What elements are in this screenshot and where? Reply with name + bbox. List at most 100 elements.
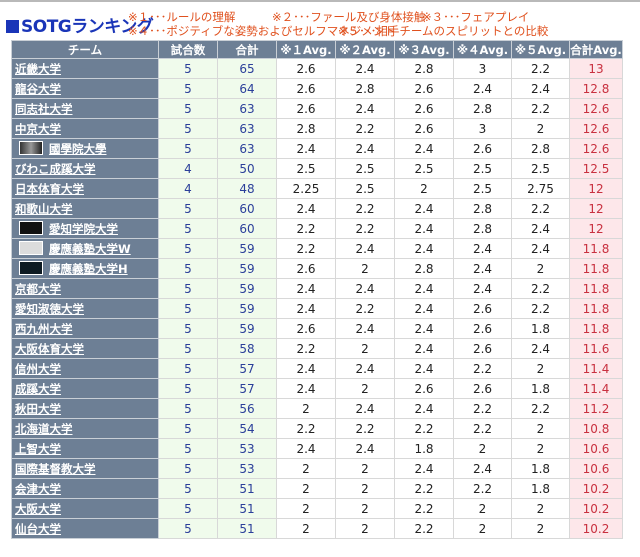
team-link[interactable]: 慶應義塾大学H [49, 261, 128, 276]
team-link[interactable]: 成蹊大学 [15, 381, 61, 396]
games-cell: 5 [158, 258, 218, 279]
top-divider [0, 0, 640, 2]
total-cell: 57 [217, 378, 277, 399]
avg4-cell: 2.6 [453, 138, 512, 159]
avg3-cell: 2.4 [394, 298, 454, 319]
games-cell: 5 [158, 78, 218, 99]
games-cell: 5 [158, 98, 218, 119]
team-cell: 国際基督教大学 [11, 458, 159, 479]
team-link[interactable]: 中京大学 [15, 121, 61, 136]
table-row: 同志社大学 5 63 2.6 2.4 2.6 2.8 2.2 12.6 [11, 98, 623, 119]
avg3-cell: 2 [394, 178, 454, 199]
team-cell: 慶應義塾大学H [11, 258, 159, 279]
team-link[interactable]: 愛知学院大学 [49, 221, 118, 236]
team-link[interactable]: 仙台大学 [15, 521, 61, 536]
table-row: 仙台大学 5 51 2 2 2.2 2 2 10.2 [11, 518, 623, 539]
team-link[interactable]: 和歌山大学 [15, 201, 73, 216]
column-header-games: 試合数 [158, 40, 218, 59]
team-link[interactable]: 大阪体育大学 [15, 341, 84, 356]
games-cell: 5 [158, 238, 218, 259]
avg2-cell: 2.4 [335, 398, 395, 419]
team-link[interactable]: びわこ成蹊大学 [15, 161, 96, 176]
team-cell: 西九州大学 [11, 318, 159, 339]
team-link[interactable]: 國學院大學 [49, 141, 107, 156]
avg2-cell: 2 [335, 518, 395, 539]
avg-total-cell: 11.8 [569, 298, 623, 319]
avg3-cell: 2.2 [394, 498, 454, 519]
team-link[interactable]: 国際基督教大学 [15, 461, 96, 476]
avg2-cell: 2 [335, 478, 395, 499]
team-link[interactable]: 北海道大学 [15, 421, 73, 436]
games-cell: 4 [158, 178, 218, 199]
avg4-cell: 2.2 [453, 478, 512, 499]
avg2-cell: 2.4 [335, 318, 395, 339]
table-header-row: チーム 試合数 合計 ※１Avg. ※２Avg. ※３Avg. ※４Avg. ※… [11, 40, 623, 59]
avg3-cell: 2.4 [394, 358, 454, 379]
games-cell: 5 [158, 398, 218, 419]
team-link[interactable]: 日本体育大学 [15, 181, 84, 196]
avg5-cell: 2.4 [511, 78, 570, 99]
table-row: 龍谷大学 5 64 2.6 2.8 2.6 2.4 2.4 12.8 [11, 78, 623, 99]
table-row: 西九州大学 5 59 2.6 2.4 2.4 2.6 1.8 11.8 [11, 318, 623, 339]
avg5-cell: 2 [511, 258, 570, 279]
avg2-cell: 2.4 [335, 58, 395, 79]
avg5-cell: 2.4 [511, 218, 570, 239]
avg4-cell: 3 [453, 118, 512, 139]
avg5-cell: 2 [511, 438, 570, 459]
total-cell: 54 [217, 418, 277, 439]
team-link[interactable]: 会津大学 [15, 481, 61, 496]
team-link[interactable]: 上智大学 [15, 441, 61, 456]
team-link[interactable]: 大阪大学 [15, 501, 61, 516]
total-cell: 56 [217, 398, 277, 419]
avg1-cell: 2.4 [276, 358, 336, 379]
table-row: 愛知学院大学 5 60 2.2 2.2 2.4 2.8 2.4 12 [11, 218, 623, 239]
total-cell: 60 [217, 218, 277, 239]
avg2-cell: 2.2 [335, 218, 395, 239]
team-link[interactable]: 慶應義塾大学W [49, 241, 131, 256]
team-cell: びわこ成蹊大学 [11, 158, 159, 179]
team-link[interactable]: 西九州大学 [15, 321, 73, 336]
games-cell: 5 [158, 298, 218, 319]
total-cell: 63 [217, 138, 277, 159]
avg-total-cell: 10.2 [569, 498, 623, 519]
avg-total-cell: 11.8 [569, 278, 623, 299]
team-link[interactable]: 秋田大学 [15, 401, 61, 416]
avg3-cell: 2.5 [394, 158, 454, 179]
avg-total-cell: 11.6 [569, 338, 623, 359]
games-cell: 5 [158, 418, 218, 439]
team-link[interactable]: 愛知淑徳大学 [15, 301, 84, 316]
avg1-cell: 2 [276, 518, 336, 539]
avg2-cell: 2.5 [335, 178, 395, 199]
games-cell: 4 [158, 158, 218, 179]
avg1-cell: 2.2 [276, 238, 336, 259]
table-row: 秋田大学 5 56 2 2.4 2.4 2.2 2.2 11.2 [11, 398, 623, 419]
team-cell: 龍谷大学 [11, 78, 159, 99]
team-link[interactable]: 龍谷大学 [15, 81, 61, 96]
team-link[interactable]: 信州大学 [15, 361, 61, 376]
games-cell: 5 [158, 378, 218, 399]
column-header-avg5: ※５Avg. [511, 40, 570, 59]
team-cell: 大阪大学 [11, 498, 159, 519]
avg3-cell: 2.2 [394, 518, 454, 539]
team-cell: 同志社大学 [11, 98, 159, 119]
avg2-cell: 2.2 [335, 298, 395, 319]
avg4-cell: 2 [453, 438, 512, 459]
avg1-cell: 2 [276, 458, 336, 479]
avg-total-cell: 10.6 [569, 458, 623, 479]
avg5-cell: 2.2 [511, 98, 570, 119]
column-header-avg1: ※１Avg. [276, 40, 336, 59]
avg4-cell: 2.4 [453, 78, 512, 99]
team-link[interactable]: 近畿大学 [15, 61, 61, 76]
avg5-cell: 2.8 [511, 138, 570, 159]
games-cell: 5 [158, 278, 218, 299]
avg1-cell: 2.4 [276, 438, 336, 459]
total-cell: 59 [217, 318, 277, 339]
team-link[interactable]: 同志社大学 [15, 101, 73, 116]
avg5-cell: 2 [511, 358, 570, 379]
avg2-cell: 2.4 [335, 138, 395, 159]
team-cell: 近畿大学 [11, 58, 159, 79]
avg5-cell: 2.2 [511, 58, 570, 79]
total-cell: 53 [217, 438, 277, 459]
avg4-cell: 2.2 [453, 358, 512, 379]
team-link[interactable]: 京都大学 [15, 281, 61, 296]
